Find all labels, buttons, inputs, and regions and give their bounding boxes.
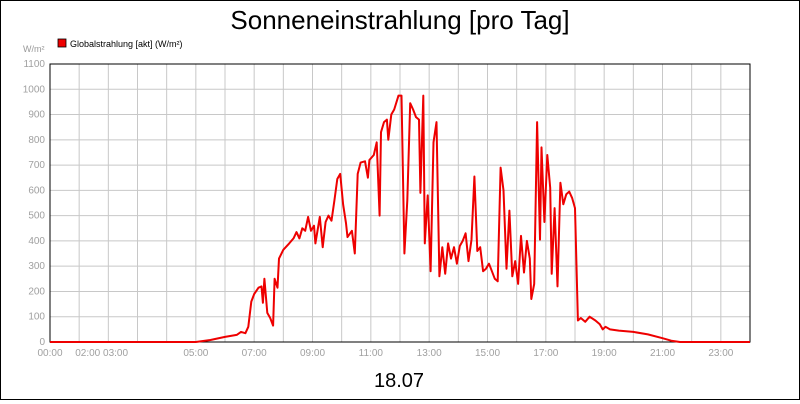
x-tick-label: 21:00	[650, 348, 675, 359]
y-tick-label: 100	[28, 312, 45, 323]
y-tick-label: 600	[28, 185, 45, 196]
x-tick-label: 19:00	[592, 348, 617, 359]
x-tick-label: 13:00	[417, 348, 442, 359]
chart-date-label: 18.07	[374, 370, 424, 392]
series-line-globalstrahlung	[50, 94, 750, 343]
x-tick-label: 09:00	[300, 348, 325, 359]
x-tick-label: 02:00 03:00	[75, 348, 128, 359]
legend-label: Globalstrahlung [akt] (W/m²)	[70, 39, 183, 49]
chart-title: Sonneneinstrahlung [pro Tag]	[230, 5, 569, 35]
y-axis-ticks: 0 100 200 300 400 500 600 700 800 900 1000 1100	[23, 59, 46, 348]
x-tick-label: 15:00	[475, 348, 500, 359]
x-tick-label: 00:00	[37, 348, 62, 359]
y-tick-label: 200	[28, 286, 45, 297]
x-tick-label: 17:00	[533, 348, 558, 359]
x-tick-label: 23:00	[708, 348, 733, 359]
x-tick-label: 11:00	[359, 348, 384, 359]
y-tick-label: 500	[28, 211, 45, 222]
y-tick-label: 0	[39, 337, 45, 348]
y-tick-label: 1100	[23, 59, 45, 70]
y-tick-label: 1000	[23, 84, 46, 95]
legend: Globalstrahlung [akt] (W/m²)	[57, 38, 183, 49]
y-tick-label: 300	[28, 261, 45, 272]
x-tick-label: 05:00	[183, 348, 208, 359]
y-tick-label: 700	[28, 160, 45, 171]
grid	[50, 63, 750, 343]
y-tick-label: 800	[28, 135, 45, 146]
y-tick-label: 900	[28, 110, 45, 121]
legend-swatch	[57, 38, 67, 48]
plot-area-border	[49, 63, 751, 343]
x-axis-ticks: 00:00 02:00 03:00 05:00 07:00 09:00 11:00 13:0…	[37, 348, 733, 359]
y-axis-unit-label: W/m²	[23, 44, 45, 54]
x-tick-label: 07:00	[242, 348, 267, 359]
y-tick-label: 400	[28, 236, 45, 247]
